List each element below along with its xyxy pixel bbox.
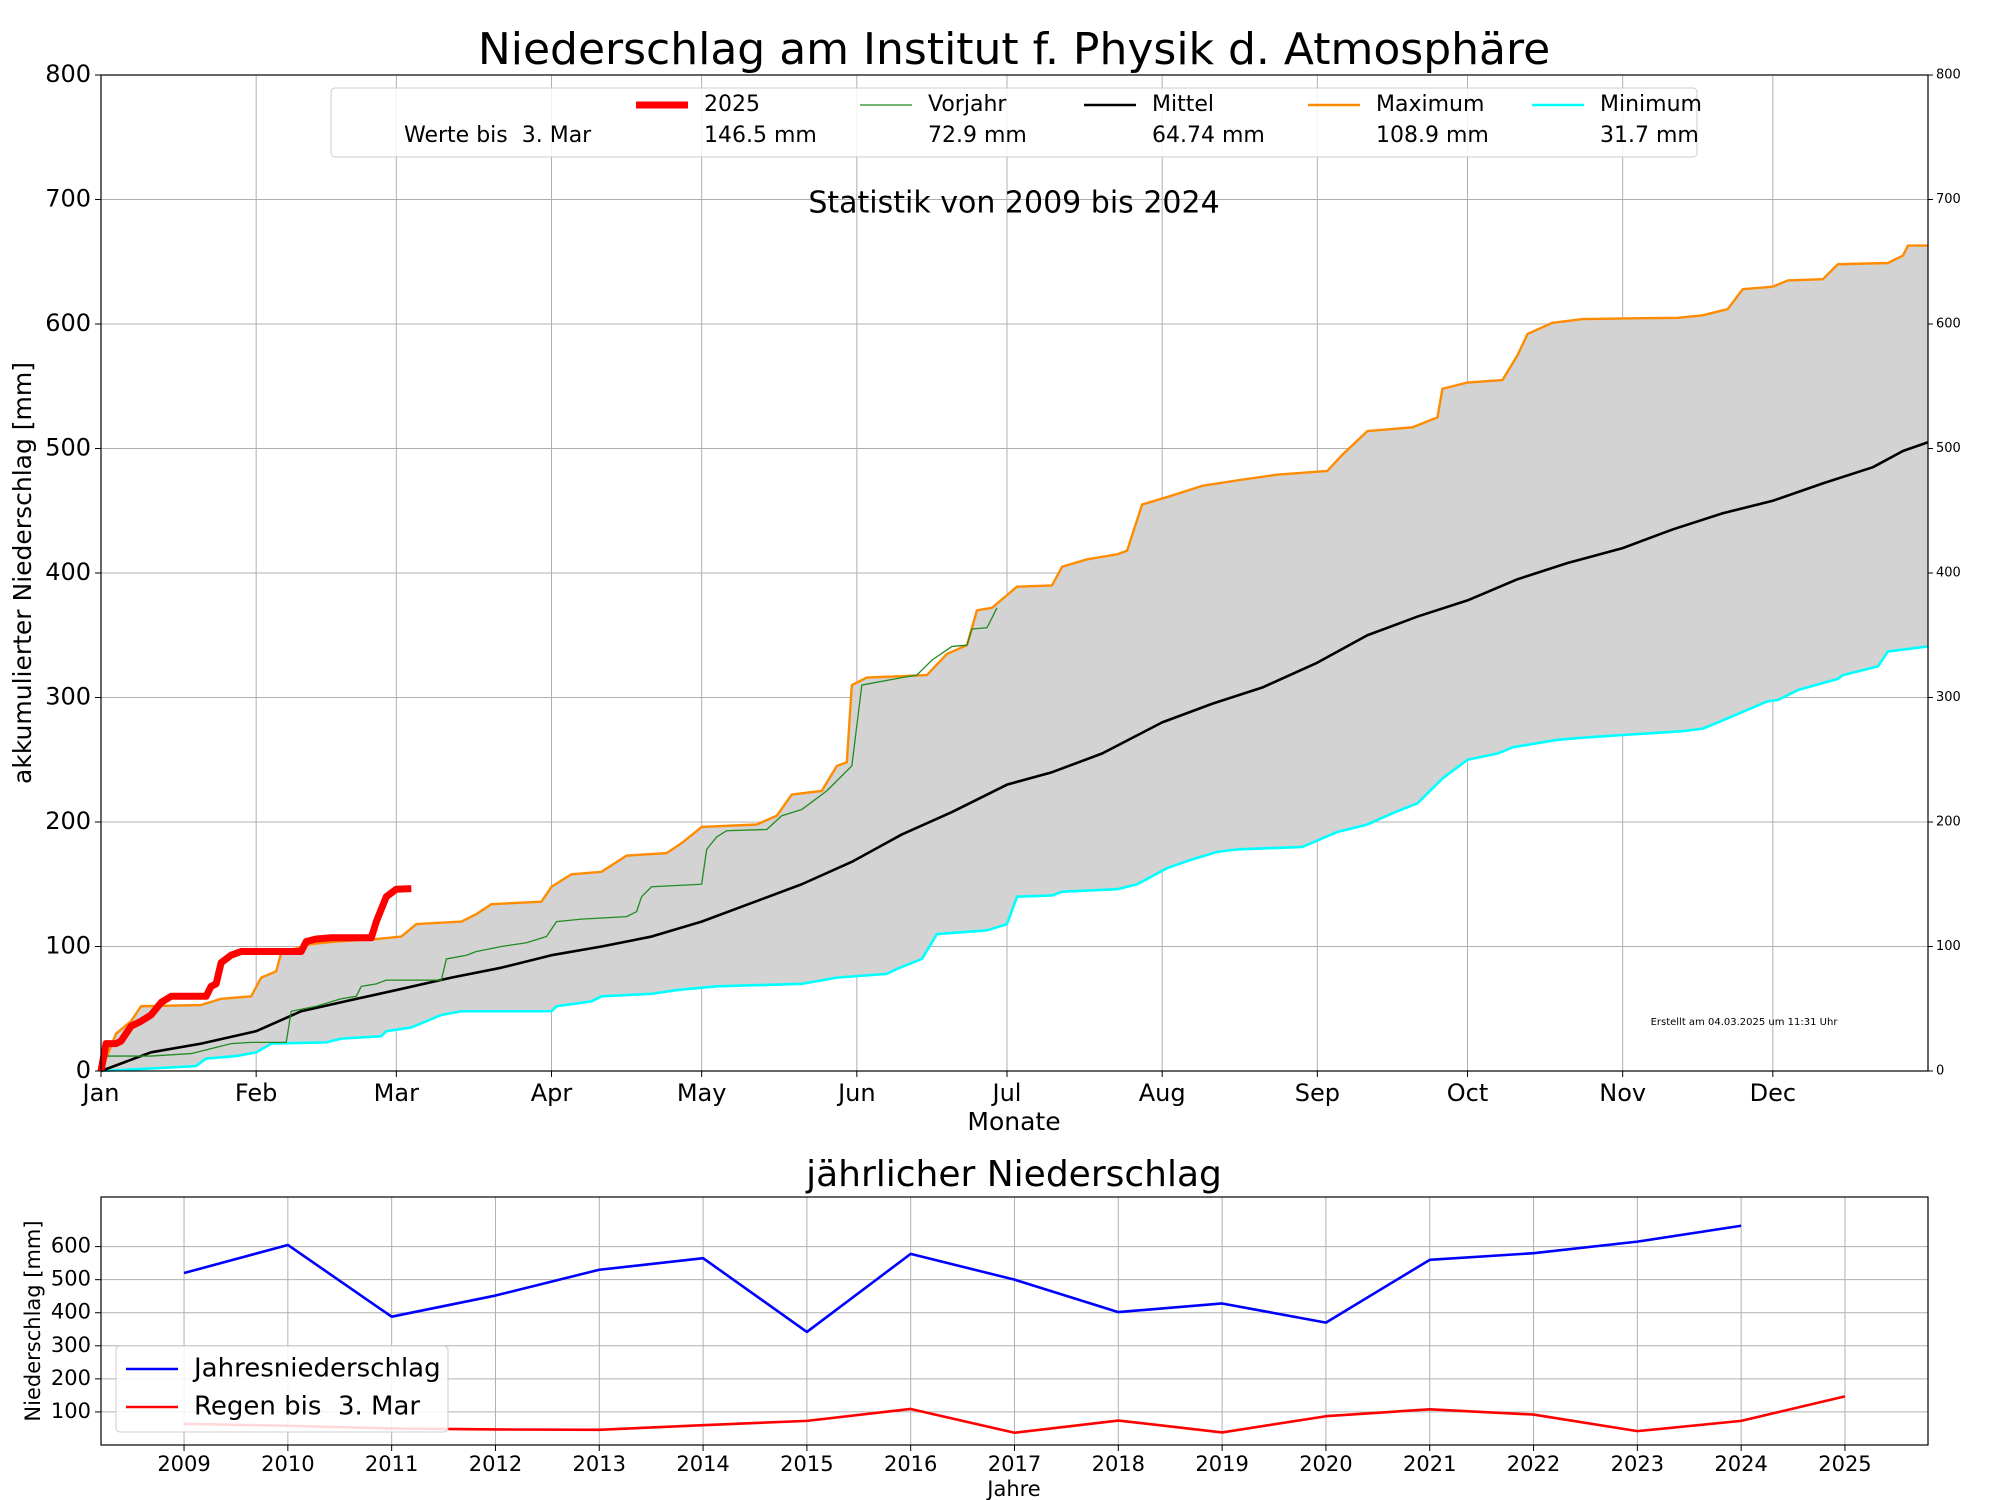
series-line xyxy=(184,1395,1846,1435)
y-tick-label: 500 xyxy=(45,434,91,462)
subtitle: Statistik von 2009 bis 2024 xyxy=(808,186,1219,221)
x-tick-label: 2025 xyxy=(1818,1452,1871,1476)
range-area xyxy=(101,245,1928,1071)
x-tick-label: 2023 xyxy=(1611,1452,1664,1476)
y2-tick-label: 600 xyxy=(1936,317,1961,332)
x-axis-label: Monate xyxy=(967,1107,1060,1136)
legend-label: Jahresniederschlag xyxy=(192,1354,441,1384)
legend-box xyxy=(115,1345,449,1433)
x-tick-label: 2016 xyxy=(884,1452,937,1476)
y-axis-label: Niederschlag [mm] xyxy=(21,1220,45,1421)
x-tick-label: 2021 xyxy=(1403,1452,1456,1476)
x-tick-label: Jun xyxy=(836,1079,876,1107)
legend-value: 31.7 mm xyxy=(1600,123,1699,148)
y-axis-label: akkumulierter Niederschlag [mm] xyxy=(8,362,37,784)
y-tick-label: 600 xyxy=(51,1234,91,1258)
x-tick-label: Oct xyxy=(1447,1079,1489,1107)
x-tick-label: 2011 xyxy=(365,1452,418,1476)
chart-title: jährlicher Niederschlag xyxy=(805,1154,1222,1195)
legend-value: 72.9 mm xyxy=(928,123,1027,148)
series-line xyxy=(99,244,1928,1072)
x-tick-label: Sep xyxy=(1295,1079,1340,1107)
charts: Jan Feb Mar Apr May Jun Jul Aug Sep Oct Nov Dec 0 100… xyxy=(45,60,1961,1476)
legend-label: Vorjahr xyxy=(928,92,1007,117)
x-tick-label: 2015 xyxy=(780,1452,833,1476)
y2-tick-label: 100 xyxy=(1936,939,1961,954)
y-tick-label: 200 xyxy=(51,1366,91,1390)
y-tick-label: 400 xyxy=(51,1300,91,1324)
x-tick-label: 2013 xyxy=(573,1452,626,1476)
legend-value: 64.74 mm xyxy=(1152,123,1265,148)
x-tick-label: 2024 xyxy=(1714,1452,1767,1476)
y2-tick-label: 800 xyxy=(1936,68,1961,83)
y2-tick-label: 400 xyxy=(1936,566,1961,581)
y-tick-label: 500 xyxy=(51,1267,91,1291)
x-tick-label: Apr xyxy=(531,1079,573,1107)
legend: Werte bis 3. Mar 2025 146.5 mm Vorjahr 72.9 … xyxy=(330,87,1702,158)
legend-label: Mittel xyxy=(1152,92,1214,117)
x-tick-label: 2012 xyxy=(469,1452,522,1476)
axes-frame xyxy=(100,74,1929,1072)
x-tick-label: Aug xyxy=(1139,1079,1186,1107)
y-tick-label: 700 xyxy=(45,185,91,213)
legend-value: 108.9 mm xyxy=(1376,123,1489,148)
series-line xyxy=(183,1224,1742,1334)
x-axis-label: Jahre xyxy=(985,1477,1040,1500)
y2-tick-label: 300 xyxy=(1936,690,1961,705)
x-tick-label: 2009 xyxy=(157,1452,210,1476)
axes-frame xyxy=(100,1196,1929,1446)
series-line xyxy=(100,441,1929,1073)
y-tick-label: 200 xyxy=(45,807,91,835)
y2-tick-label: 200 xyxy=(1936,815,1961,830)
x-tick-label: Mar xyxy=(374,1079,419,1107)
legend: Jahresniederschlag Regen bis 3. Mar xyxy=(115,1345,449,1433)
series-line xyxy=(100,645,1929,1073)
y-tick-label: 100 xyxy=(51,1399,91,1423)
y-tick-label: 400 xyxy=(45,558,91,586)
x-tick-label: 2022 xyxy=(1507,1452,1560,1476)
y-tick-label: 600 xyxy=(45,309,91,337)
x-tick-label: Feb xyxy=(235,1079,278,1107)
y2-tick-label: 0 xyxy=(1936,1064,1944,1079)
legend-label: Minimum xyxy=(1600,92,1702,117)
series-line xyxy=(97,885,412,1072)
legend-value: 146.5 mm xyxy=(704,123,817,148)
x-tick-label: May xyxy=(677,1079,727,1107)
x-tick-label: 2020 xyxy=(1299,1452,1352,1476)
x-tick-label: Jan xyxy=(81,1079,120,1107)
y-tick-label: 800 xyxy=(45,60,91,88)
legend-label: Regen bis 3. Mar xyxy=(194,1392,420,1422)
x-tick-label: 2018 xyxy=(1092,1452,1145,1476)
y-tick-label: 300 xyxy=(45,683,91,711)
x-tick-label: 2014 xyxy=(676,1452,729,1476)
y-tick-label: 300 xyxy=(51,1333,91,1357)
x-tick-label: 2017 xyxy=(988,1452,1041,1476)
legend-label: Maximum xyxy=(1376,92,1484,117)
legend-label: 2025 xyxy=(704,92,760,117)
y2-tick-label: 500 xyxy=(1936,441,1961,456)
annotation: Erstellt am 04.03.2025 um 11:31 Uhr xyxy=(1651,1017,1839,1028)
series-line xyxy=(100,607,998,1072)
y2-tick-label: 700 xyxy=(1936,192,1961,207)
x-tick-label: Jul xyxy=(991,1079,1022,1107)
x-tick-label: 2010 xyxy=(261,1452,314,1476)
x-tick-label: Dec xyxy=(1750,1079,1796,1107)
x-tick-label: 2019 xyxy=(1195,1452,1248,1476)
x-tick-label: Nov xyxy=(1599,1079,1646,1107)
legend-title: Werte bis 3. Mar xyxy=(404,123,592,148)
y-tick-label: 100 xyxy=(45,932,91,960)
y-tick-label: 0 xyxy=(76,1056,91,1084)
chart-title: Niederschlag am Institut f. Physik d. At… xyxy=(478,24,1550,75)
